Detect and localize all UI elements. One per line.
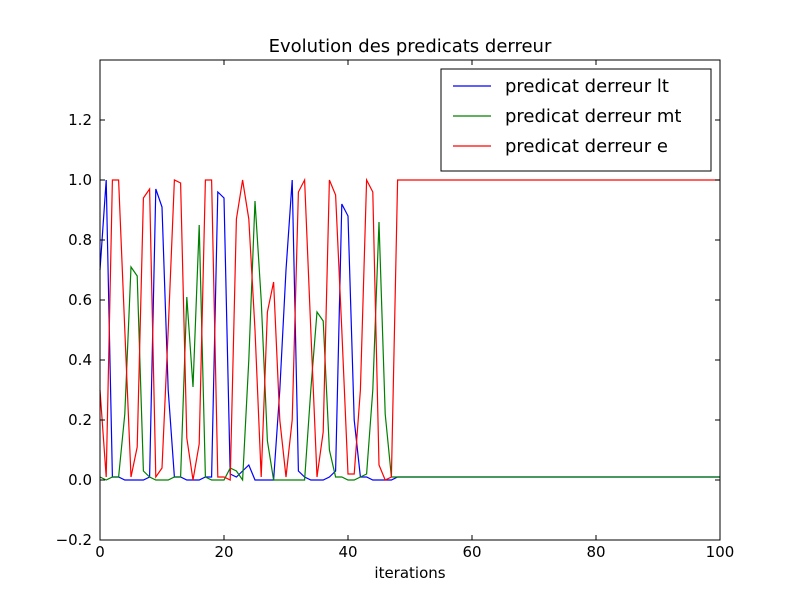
legend-label-2: predicat derreur mt	[505, 106, 681, 127]
ticks-layer: 0 20 40 60 80 100 −0.2 0.0 0.2 0.4 0.6 0.8 1.0 1.2	[56, 60, 735, 561]
series-line-1	[99, 179, 720, 481]
x-tick-label-0: 0	[95, 543, 105, 561]
x-tick-label-1: 20	[214, 543, 233, 561]
x-tick-label-3: 60	[462, 543, 481, 561]
x-tick-label-2: 40	[338, 543, 357, 561]
y-tick-label-2: 0.2	[68, 411, 92, 429]
y-tick-label-0: −0.2	[56, 531, 92, 549]
y-tick-label-1: 0.0	[68, 471, 92, 489]
plot-frame	[99, 59, 721, 541]
y-tick-label-6: 1.0	[68, 171, 92, 189]
series-layer	[99, 177, 720, 482]
x-tick-label-4: 80	[586, 543, 605, 561]
x-tick-label-5: 100	[706, 543, 735, 561]
legend: predicat derreur lt predicat derreur mt pr…	[440, 68, 712, 172]
y-tick-label-7: 1.2	[68, 111, 92, 129]
legend-label-3: predicat derreur e	[505, 136, 668, 157]
legend-label-1: predicat derreur lt	[505, 76, 669, 97]
y-tick-label-3: 0.4	[68, 351, 92, 369]
chart-title: Evolution des predicats derreur	[269, 36, 552, 57]
y-tick-label-5: 0.8	[68, 231, 92, 249]
x-axis-label: iterations	[374, 564, 445, 582]
y-tick-label-4: 0.6	[68, 291, 92, 309]
series-line-3	[99, 177, 720, 481]
